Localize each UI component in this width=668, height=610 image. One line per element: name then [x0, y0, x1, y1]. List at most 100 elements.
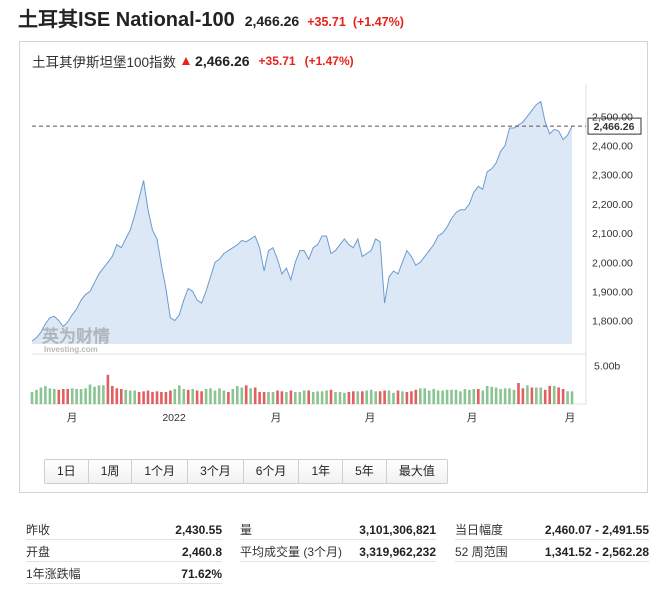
volume-bar: [490, 386, 493, 405]
chart-price-change-percent: (+1.47%): [304, 54, 354, 68]
x-tick-label: 月: [67, 412, 78, 424]
volume-bar: [88, 384, 92, 404]
last-price: 2,466.26: [244, 13, 300, 29]
volume-bar: [120, 389, 123, 404]
stat-row: 昨收 2,430.55: [26, 520, 222, 540]
volume-bar: [405, 392, 409, 404]
x-tick-label: 2022: [162, 412, 186, 424]
volume-bar: [124, 389, 127, 405]
volume-bar: [271, 392, 275, 404]
price-area: [32, 101, 572, 344]
y-tick-label: 2,300.00: [592, 170, 633, 182]
volume-bar: [294, 392, 297, 404]
volume-bar: [222, 390, 226, 404]
volume-bar: [441, 390, 444, 404]
volume-bar: [387, 390, 391, 404]
range-button[interactable]: 5年: [343, 460, 387, 483]
volume-bar: [494, 387, 498, 404]
volume-bar: [115, 388, 119, 405]
last-price-label: 2,466.26: [594, 121, 635, 133]
volume-bar: [280, 391, 284, 405]
volume-bar: [552, 386, 556, 404]
chart-price: 2,466.26: [195, 53, 250, 69]
volume-bar: [209, 388, 212, 405]
stat-label: 1年涨跌幅: [26, 567, 81, 581]
volume-bar: [62, 389, 65, 404]
volume-bar: [499, 389, 502, 404]
volume-bar: [338, 392, 342, 404]
key-statistics: 昨收 2,430.55 开盘 2,460.8 1年涨跌幅 71.62% 量 3,…: [0, 520, 668, 600]
volume-bar: [164, 392, 168, 404]
volume-bar: [410, 391, 413, 405]
volume-bar: [231, 389, 235, 404]
volume-bar: [182, 389, 186, 404]
y-tick-label: 2,200.00: [592, 199, 633, 211]
range-button[interactable]: 3个月: [188, 460, 244, 483]
volume-bar: [213, 390, 217, 404]
range-button[interactable]: 1个月: [132, 460, 189, 483]
range-button[interactable]: 1周: [88, 460, 133, 483]
volume-bar: [454, 389, 458, 405]
volume-bar: [463, 389, 467, 404]
stat-label: 量: [240, 523, 253, 537]
volume-axis-label: 5.00b: [594, 361, 620, 373]
volume-bar: [84, 388, 87, 405]
volume-bar: [347, 392, 351, 404]
range-button[interactable]: 1年: [299, 460, 344, 483]
volume-bar: [481, 390, 485, 404]
chart-price-change: +35.71: [258, 54, 296, 68]
y-tick-label: 2,500.00: [592, 111, 633, 123]
volume-bar: [160, 392, 163, 404]
volume-bar: [356, 391, 360, 405]
price-change-percent: (+1.47%): [352, 15, 404, 29]
volume-bar: [142, 391, 145, 405]
range-button[interactable]: 1日: [45, 460, 89, 483]
stat-value: 2,430.55: [175, 522, 222, 537]
stat-value: 71.62%: [181, 566, 222, 581]
volume-bar: [419, 388, 422, 405]
quote-header: 土耳其ISE National-100 2,466.26 +35.71 (+1.…: [18, 3, 404, 31]
volume-bar: [468, 389, 471, 405]
volume-bar: [369, 389, 373, 405]
stat-row: 平均成交量 (3个月) 3,319,962,232: [240, 542, 436, 562]
volume-bar: [570, 391, 574, 405]
volume-bar: [414, 389, 418, 405]
volume-bar: [276, 390, 279, 404]
volume-bar: [106, 374, 110, 405]
volume-bar: [240, 387, 244, 404]
stat-label: 52 周范围: [455, 545, 508, 559]
volume-bar: [320, 391, 324, 405]
stat-value: 3,101,306,821: [359, 522, 436, 537]
volume-bar: [57, 389, 61, 405]
volume-bar: [343, 392, 346, 405]
volume-bar: [543, 389, 547, 405]
volume-bar: [146, 390, 150, 404]
price-chart[interactable]: 2,466.262,500.002,400.002,300.002,200.00…: [20, 42, 649, 452]
volume-bar: [285, 392, 288, 404]
stat-value: 2,460.8: [181, 544, 222, 559]
volume-bar: [169, 390, 172, 404]
volume-bar: [396, 390, 400, 404]
volume-bar: [262, 392, 266, 404]
chart-panel: 土耳其伊斯坦堡100指数 2,466.26 +35.71 (+1.47%) 2,…: [19, 41, 648, 493]
range-button[interactable]: 最大值: [386, 460, 447, 483]
y-tick-label: 2,400.00: [592, 140, 633, 152]
stat-row: 52 周范围 1,341.52 - 2,562.28: [455, 542, 649, 562]
stat-label: 当日幅度: [455, 523, 504, 537]
volume-bar: [298, 392, 302, 404]
volume-bar: [334, 392, 337, 404]
volume-bar: [423, 388, 426, 405]
volume-bar: [517, 383, 520, 404]
range-button[interactable]: 6个月: [243, 460, 300, 483]
watermark-text: Investing.com: [44, 345, 98, 354]
volume-bar: [472, 389, 476, 404]
volume-bar: [137, 392, 141, 404]
price-line: [31, 100, 573, 342]
volume-bar: [44, 386, 47, 404]
volume-bar: [79, 389, 83, 404]
volume-bar: [200, 391, 203, 405]
volume-bar: [325, 390, 328, 404]
time-range-selector: 1日 1周 1个月 3个月 6个月 1年 5年 最大值: [44, 459, 448, 484]
volume-bar: [307, 390, 310, 404]
x-tick-label: 月: [565, 412, 576, 424]
